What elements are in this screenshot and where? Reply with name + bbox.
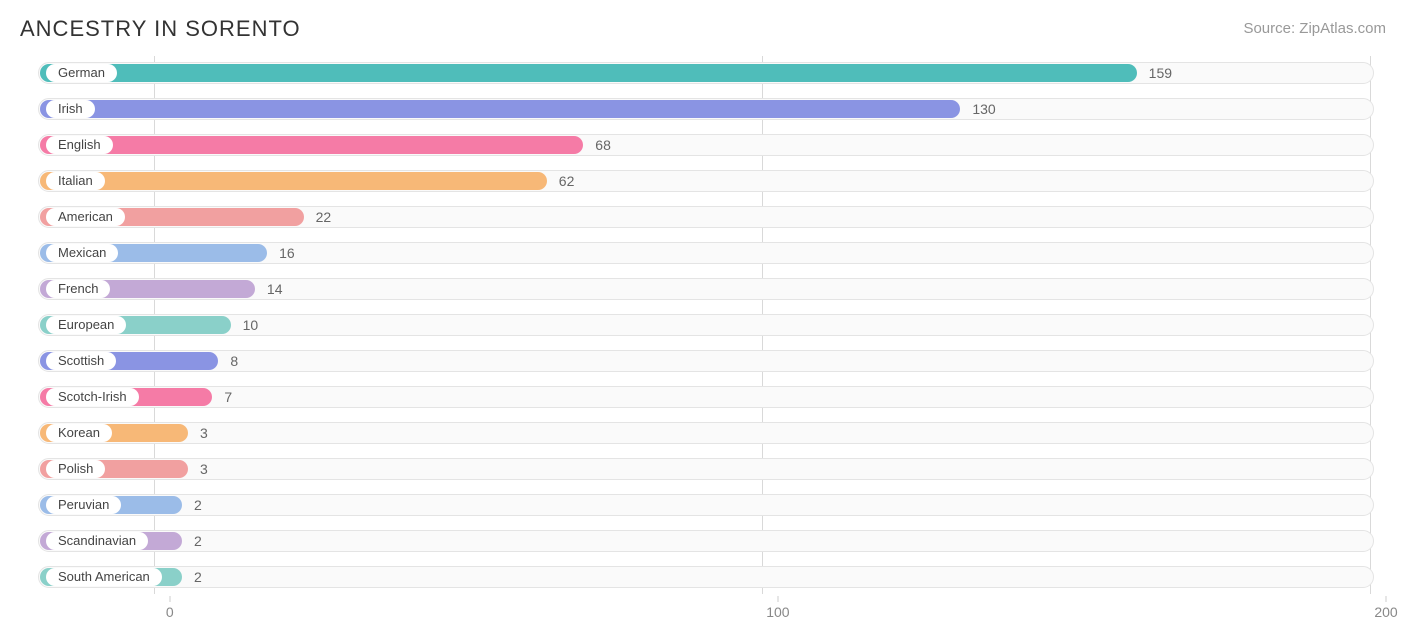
bar-row: French 14 bbox=[36, 272, 1376, 306]
chart-axis: 0100200 bbox=[20, 598, 1386, 626]
bar-row: South American 2 bbox=[36, 560, 1376, 594]
category-pill: Irish bbox=[46, 100, 95, 118]
category-pill: American bbox=[46, 208, 125, 226]
category-pill: French bbox=[46, 280, 110, 298]
bar-row: Scottish 8 bbox=[36, 344, 1376, 378]
axis-tick-label: 200 bbox=[1374, 604, 1397, 620]
bar-row: Scandinavian 2 bbox=[36, 524, 1376, 558]
value-label: 8 bbox=[222, 352, 238, 370]
value-label: 2 bbox=[186, 496, 202, 514]
chart-area: German 159 Irish 130 English 68 Italian 62 Ameri… bbox=[20, 56, 1386, 626]
bar-row: Scotch-Irish 7 bbox=[36, 380, 1376, 414]
bar-track bbox=[38, 350, 1374, 372]
bar-track bbox=[38, 386, 1374, 408]
bar-fill bbox=[40, 64, 1137, 82]
value-label: 3 bbox=[192, 424, 208, 442]
axis-tick-line bbox=[1386, 596, 1387, 602]
axis-tick-line bbox=[169, 596, 170, 602]
bar-row: Mexican 16 bbox=[36, 236, 1376, 270]
category-pill: Italian bbox=[46, 172, 105, 190]
bar-track bbox=[38, 494, 1374, 516]
bar-row: English 68 bbox=[36, 128, 1376, 162]
chart-header: ANCESTRY IN SORENTO Source: ZipAtlas.com bbox=[20, 16, 1386, 42]
chart-source: Source: ZipAtlas.com bbox=[1243, 16, 1386, 37]
bar-track bbox=[38, 458, 1374, 480]
bar-row: American 22 bbox=[36, 200, 1376, 234]
bar-row: German 159 bbox=[36, 56, 1376, 90]
category-pill: South American bbox=[46, 568, 162, 586]
bar-track bbox=[38, 530, 1374, 552]
value-label: 7 bbox=[216, 388, 232, 406]
chart-title: ANCESTRY IN SORENTO bbox=[20, 16, 301, 42]
value-label: 3 bbox=[192, 460, 208, 478]
value-label: 14 bbox=[259, 280, 283, 298]
value-label: 130 bbox=[964, 100, 995, 118]
category-pill: Scottish bbox=[46, 352, 116, 370]
bar-fill bbox=[40, 172, 547, 190]
bar-row: Polish 3 bbox=[36, 452, 1376, 486]
category-pill: Peruvian bbox=[46, 496, 121, 514]
value-label: 62 bbox=[551, 172, 575, 190]
bar-row: Irish 130 bbox=[36, 92, 1376, 126]
bar-fill bbox=[40, 100, 960, 118]
bar-row: Korean 3 bbox=[36, 416, 1376, 450]
value-label: 10 bbox=[235, 316, 259, 334]
value-label: 2 bbox=[186, 568, 202, 586]
value-label: 159 bbox=[1141, 64, 1172, 82]
category-pill: Scotch-Irish bbox=[46, 388, 139, 406]
category-pill: Mexican bbox=[46, 244, 118, 262]
bar-track bbox=[38, 566, 1374, 588]
axis-tick-label: 100 bbox=[766, 604, 789, 620]
value-label: 16 bbox=[271, 244, 295, 262]
bar-row: Italian 62 bbox=[36, 164, 1376, 198]
value-label: 68 bbox=[587, 136, 611, 154]
category-pill: Korean bbox=[46, 424, 112, 442]
chart-bars: German 159 Irish 130 English 68 Italian 62 Ameri… bbox=[20, 56, 1386, 594]
bar-track bbox=[38, 422, 1374, 444]
category-pill: Scandinavian bbox=[46, 532, 148, 550]
category-pill: Polish bbox=[46, 460, 105, 478]
value-label: 2 bbox=[186, 532, 202, 550]
bar-row: Peruvian 2 bbox=[36, 488, 1376, 522]
axis-tick-line bbox=[777, 596, 778, 602]
axis-tick-label: 0 bbox=[166, 604, 174, 620]
bar-row: European 10 bbox=[36, 308, 1376, 342]
category-pill: German bbox=[46, 64, 117, 82]
bar-fill bbox=[40, 136, 583, 154]
value-label: 22 bbox=[308, 208, 332, 226]
category-pill: English bbox=[46, 136, 113, 154]
category-pill: European bbox=[46, 316, 126, 334]
